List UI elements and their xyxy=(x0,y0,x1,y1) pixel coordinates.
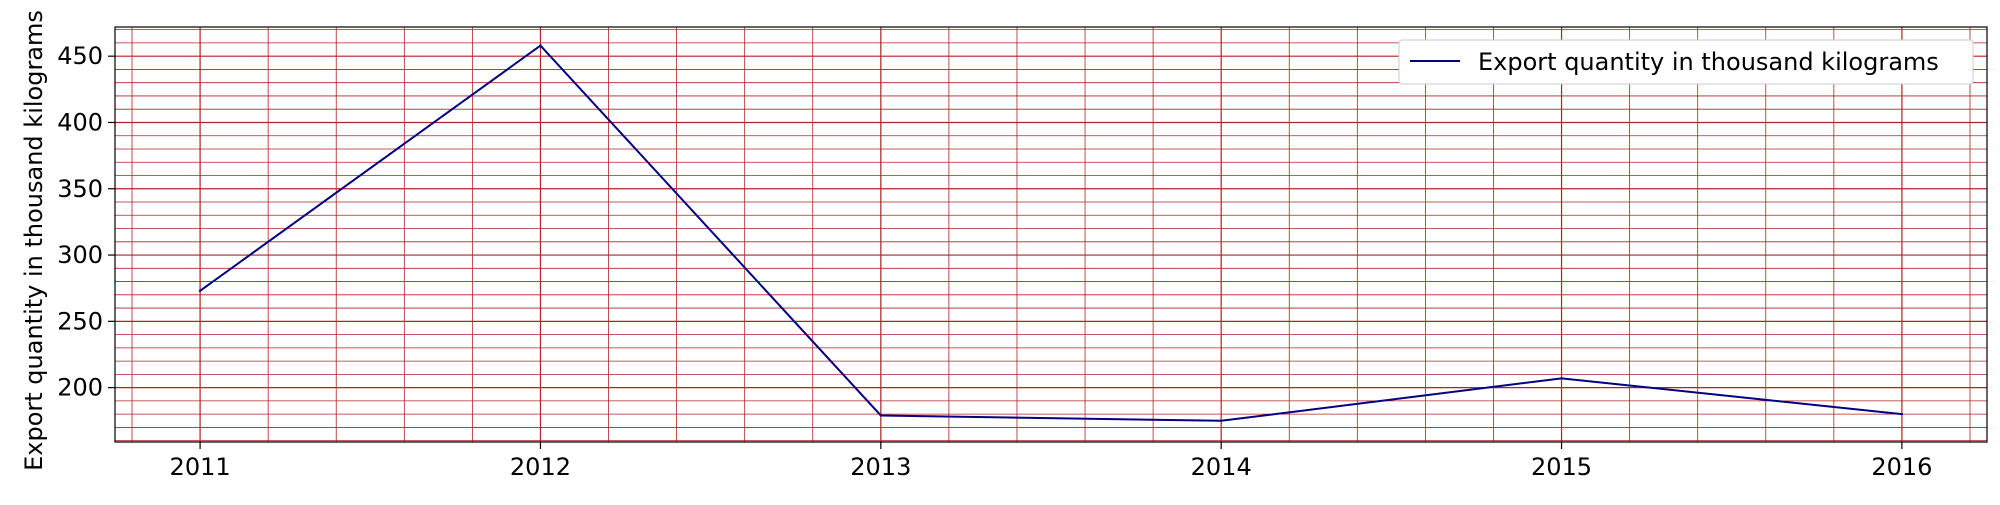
y-tick-label: 350 xyxy=(57,175,103,203)
y-tick-label: 250 xyxy=(57,307,103,335)
major-x-grid xyxy=(199,27,1903,442)
x-tick-label: 2013 xyxy=(850,453,911,481)
data-point xyxy=(1900,412,1904,416)
y-axis: 200 250 300 350 400 450 xyxy=(57,42,115,402)
legend-box xyxy=(1398,39,1974,85)
data-point xyxy=(879,414,883,417)
minor-x-grid xyxy=(131,27,1971,442)
minor-y-grid xyxy=(115,29,1987,442)
x-tick-label: 2015 xyxy=(1531,453,1592,481)
x-tick-label: 2014 xyxy=(1191,453,1252,481)
y-tick-label: 450 xyxy=(57,42,103,70)
major-y-grid xyxy=(115,55,1987,389)
series-layer xyxy=(198,44,1904,422)
y-tick-label: 200 xyxy=(57,374,103,402)
y-tick-label: 400 xyxy=(57,108,103,136)
x-tick-label: 2012 xyxy=(510,453,571,481)
x-axis: 2011 2012 2013 2014 2015 2016 xyxy=(170,442,1932,481)
data-point xyxy=(1560,377,1563,380)
legend: Export quantity in thousand kilograms xyxy=(1398,39,1974,85)
y-axis-label: Export quantity in thousand kilograms xyxy=(20,10,48,471)
data-point xyxy=(1219,419,1223,422)
series-line xyxy=(199,44,1903,422)
legend-label: Export quantity in thousand kilograms xyxy=(1478,48,1939,76)
y-tick-label: 300 xyxy=(57,241,103,269)
x-tick-label: 2016 xyxy=(1871,453,1932,481)
plot-frame xyxy=(114,26,1988,443)
data-point xyxy=(198,289,202,293)
data-point xyxy=(539,44,542,47)
x-tick-label: 2011 xyxy=(170,453,231,481)
